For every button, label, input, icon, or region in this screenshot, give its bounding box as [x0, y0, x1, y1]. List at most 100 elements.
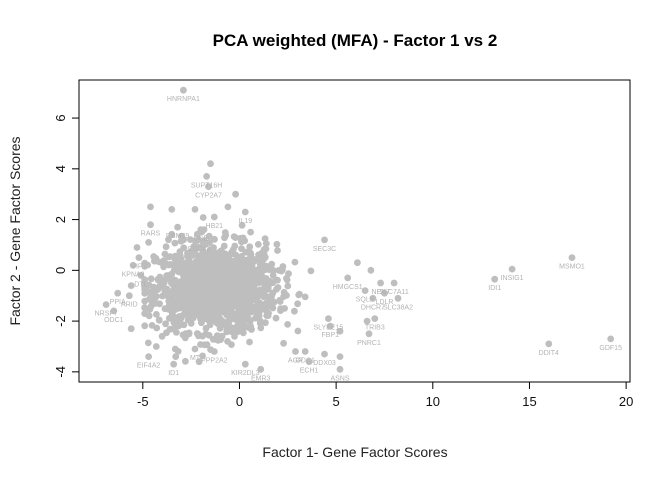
- cloud-point: [211, 283, 219, 291]
- cloud-point: [141, 261, 149, 269]
- data-point: [125, 292, 133, 300]
- data-point: [344, 274, 352, 282]
- data-point: [305, 358, 313, 366]
- cloud-point: [171, 239, 179, 247]
- cloud-point: [222, 300, 229, 307]
- data-point: [152, 343, 160, 350]
- cloud-point: [171, 255, 179, 263]
- cloud-point: [221, 229, 229, 236]
- data-point: [491, 275, 499, 283]
- cloud-point: [182, 287, 190, 295]
- cloud-point: [243, 271, 251, 279]
- point-label: ARID: [121, 302, 138, 309]
- cloud-point: [146, 306, 154, 313]
- data-point: [168, 206, 176, 213]
- cloud-point: [226, 262, 234, 270]
- cloud-point: [225, 317, 233, 325]
- data-point: [363, 317, 371, 325]
- cloud-point: [247, 280, 255, 288]
- point-label: IDI1: [488, 285, 501, 292]
- data-point: [326, 322, 334, 330]
- cloud-point: [174, 348, 182, 355]
- point-label: SLC7A11: [379, 289, 409, 296]
- data-point: [203, 173, 211, 180]
- cloud-point: [180, 311, 188, 318]
- data-point: [568, 254, 576, 261]
- data-point: [207, 160, 214, 168]
- cloud-point: [246, 303, 254, 311]
- cloud-point: [191, 237, 199, 245]
- cloud-point: [224, 338, 231, 345]
- cloud-point: [189, 283, 197, 290]
- point-label: KIR2DL3: [231, 370, 260, 377]
- y-tick-label: 6: [53, 114, 68, 121]
- cloud-point: [206, 265, 213, 273]
- cloud-point: [141, 283, 149, 291]
- cloud-point: [220, 242, 228, 250]
- cloud-point: [190, 269, 198, 277]
- data-point: [135, 254, 143, 261]
- data-point: [336, 365, 344, 373]
- cloud-point: [284, 321, 291, 328]
- cloud-point: [197, 341, 204, 348]
- cloud-point: [241, 311, 249, 319]
- data-point: [292, 348, 299, 355]
- cloud-point: [260, 293, 268, 301]
- cloud-point: [291, 258, 299, 266]
- cloud-point: [295, 291, 303, 299]
- cloud-point: [141, 276, 149, 283]
- cloud-point: [256, 260, 264, 268]
- point-label: AGR: [288, 358, 303, 365]
- cloud-point: [165, 275, 173, 283]
- data-point: [114, 289, 122, 297]
- cloud-point: [198, 300, 206, 308]
- y-axis-label: Factor 2 - Gene Factor Scores: [7, 136, 23, 325]
- cloud-point: [168, 270, 176, 278]
- point-label: NRSF7: [95, 311, 118, 318]
- cloud-point: [238, 238, 245, 246]
- cloud-point: [246, 243, 254, 251]
- cloud-point: [234, 310, 241, 318]
- cloud-point: [162, 320, 170, 328]
- cloud-point: [213, 309, 221, 317]
- cloud-point: [141, 304, 149, 312]
- cloud-point: [205, 251, 213, 258]
- x-tick-label: -5: [137, 394, 149, 409]
- cloud-point: [204, 299, 212, 306]
- point-label: DDIT4: [539, 350, 559, 357]
- data-point: [545, 340, 553, 348]
- cloud-point: [262, 275, 270, 282]
- cloud-point: [175, 322, 183, 330]
- cloud-point: [176, 304, 184, 312]
- y-tick-label: 2: [53, 216, 68, 223]
- data-point: [390, 279, 398, 287]
- chart-title: PCA weighted (MFA) - Factor 1 vs 2: [213, 31, 498, 50]
- cloud-point: [200, 237, 208, 244]
- cloud-point: [189, 251, 197, 259]
- cloud-point: [238, 221, 246, 229]
- cloud-point: [205, 232, 213, 240]
- cloud-point: [218, 264, 226, 272]
- cloud-point: [161, 250, 169, 258]
- data-point: [170, 360, 178, 368]
- data-point: [371, 315, 379, 322]
- cloud-point: [198, 228, 206, 236]
- cloud-point: [215, 332, 222, 340]
- cloud-point: [179, 264, 187, 271]
- point-label: EIF4A2: [137, 363, 160, 370]
- cloud-point: [265, 281, 273, 288]
- cloud-point: [284, 282, 292, 290]
- cloud-point: [188, 260, 195, 268]
- point-label: ASNS: [330, 375, 349, 382]
- data-point: [367, 266, 375, 274]
- point-label: ODC1: [104, 317, 124, 324]
- cloud-point: [269, 271, 277, 279]
- point-label: SLC38A2: [383, 304, 413, 311]
- cloud-point: [248, 266, 255, 274]
- data-point: [205, 183, 212, 191]
- cloud-point: [168, 230, 176, 238]
- cloud-point: [274, 284, 282, 291]
- point-label: PPIA: [110, 299, 126, 306]
- data-point: [172, 353, 180, 360]
- point-label: MSMO1: [559, 264, 585, 271]
